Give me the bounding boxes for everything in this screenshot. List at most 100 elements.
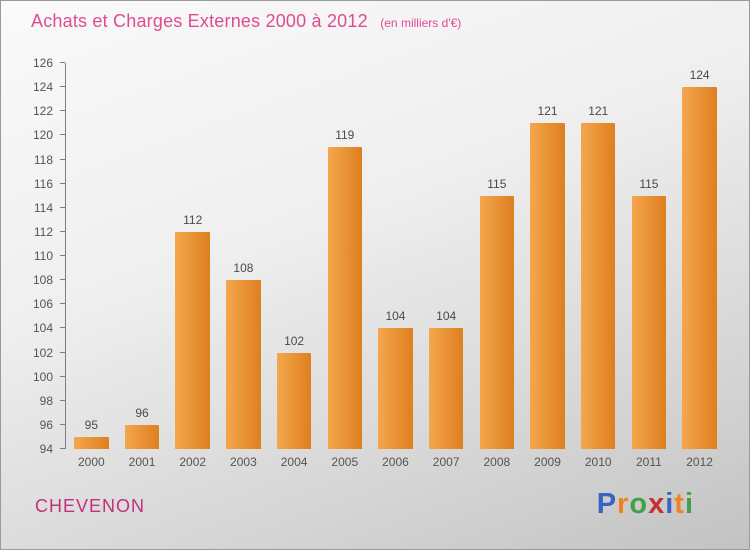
- y-tick-label: 100: [32, 369, 53, 384]
- x-axis-label: 2009: [534, 455, 561, 469]
- y-tick-mark: [60, 134, 65, 136]
- y-tick-label: 102: [32, 345, 53, 360]
- bar-slot: 95 2000: [66, 63, 117, 469]
- bar-value-label: 102: [284, 333, 305, 348]
- x-axis-label: 2010: [584, 455, 612, 469]
- logo-letter: r: [617, 488, 630, 520]
- y-tick-mark: [60, 255, 65, 256]
- y-tick-mark: [60, 279, 65, 281]
- y-tick-label: 126: [32, 56, 53, 70]
- bar-slot: 96 2001: [117, 63, 168, 469]
- x-axis-label: 2012: [686, 455, 713, 469]
- y-tick-mark: [60, 62, 65, 63]
- bar-slot: 102 2004: [269, 63, 320, 469]
- bar: [327, 147, 362, 449]
- bar-value-label: 121: [537, 104, 558, 119]
- y-tick-label: 94: [39, 442, 53, 456]
- y-tick-mark: [60, 230, 65, 232]
- bar-value-label: 108: [233, 261, 254, 276]
- bar: [226, 280, 261, 449]
- y-tick-mark: [60, 86, 65, 88]
- bar-slot: 124 2012: [674, 63, 725, 469]
- y-tick-label: 112: [33, 224, 53, 239]
- company-name: CHEVENON: [35, 496, 146, 516]
- plot-area: 95 2000 96 2001 112 2002 108 2003 102 2004 119 2005…: [65, 63, 725, 469]
- bar-value-label: 95: [84, 417, 99, 432]
- logo-letter: t: [674, 488, 685, 520]
- logo-letter: x: [648, 488, 666, 520]
- x-axis-label: 2006: [382, 455, 409, 469]
- bar-value-label: 119: [335, 128, 355, 143]
- bar: [378, 328, 413, 449]
- bar-value-label: 104: [385, 309, 406, 324]
- logo-letter: P: [596, 488, 618, 520]
- y-tick-label: 122: [32, 104, 53, 119]
- y-tick-label: 118: [33, 152, 53, 167]
- bar-slot: 112 2002: [167, 63, 218, 469]
- bar-slot: 115 2008: [472, 63, 523, 469]
- x-axis-label: 2007: [432, 455, 460, 469]
- bar: [428, 328, 464, 449]
- bar-slot: 121 2010: [573, 63, 624, 469]
- bar: [530, 123, 565, 449]
- x-axis-label: 2008: [483, 455, 511, 469]
- bar-slot: 104 2007: [421, 63, 472, 469]
- bar-value-label: 104: [436, 309, 457, 324]
- bar: [175, 231, 210, 449]
- bar: [682, 87, 717, 449]
- y-tick-label: 116: [33, 176, 53, 191]
- y-tick-label: 114: [33, 200, 53, 215]
- x-axis-label: 2001: [128, 455, 156, 469]
- bar-value-label: 121: [588, 104, 609, 119]
- y-axis: 94 96 98 100 102 104 106 108 110 112 114 116 118 120 1…: [1, 56, 65, 456]
- x-axis-label: 2005: [331, 455, 359, 469]
- y-tick-label: 104: [32, 321, 53, 336]
- bars-container: 95 2000 96 2001 112 2002 108 2003 102 2004 119 2005…: [65, 63, 725, 469]
- bar-slot: 104 2006: [370, 63, 421, 469]
- y-tick-mark: [60, 182, 65, 184]
- x-axis-label: 2002: [179, 455, 207, 469]
- bar: [580, 123, 616, 449]
- x-axis-label: 2011: [636, 455, 662, 469]
- y-tick-label: 110: [33, 249, 53, 263]
- bar-value-label: 112: [183, 212, 203, 227]
- chart-subtitle: (en milliers d'€): [380, 16, 462, 30]
- bar-slot: 119 2005: [319, 63, 370, 469]
- proxiti-logo: Proxiti: [597, 488, 694, 521]
- y-tick-mark: [60, 399, 65, 401]
- bar: [276, 352, 312, 449]
- y-tick-mark: [60, 423, 65, 425]
- y-tick-mark: [60, 110, 65, 112]
- logo-letter: o: [629, 488, 649, 520]
- bar: [631, 195, 667, 449]
- bar-slot: 121 2009: [522, 63, 573, 469]
- bar-slot: 115 2011: [624, 63, 675, 469]
- y-tick-label: 124: [32, 80, 53, 95]
- y-tick-label: 120: [32, 128, 53, 143]
- x-axis-label: 2004: [280, 455, 308, 469]
- bar-value-label: 115: [639, 176, 659, 191]
- y-tick-label: 98: [39, 393, 53, 408]
- x-axis-label: 2003: [230, 455, 257, 469]
- logo-letter: i: [665, 488, 675, 520]
- x-axis-label: 2000: [77, 455, 105, 469]
- y-tick-mark: [60, 327, 65, 329]
- y-tick-label: 106: [32, 297, 53, 312]
- bar: [479, 195, 515, 449]
- y-tick-label: 108: [32, 273, 53, 288]
- bar: [124, 424, 160, 449]
- bar-value-label: 115: [487, 176, 507, 191]
- bar-value-label: 96: [135, 405, 149, 420]
- logo-letter: i: [684, 488, 694, 520]
- y-tick-mark: [60, 206, 65, 208]
- y-tick-mark: [60, 303, 65, 305]
- y-tick-mark: [60, 158, 65, 160]
- y-tick-mark: [60, 448, 65, 449]
- bar-value-label: 124: [689, 68, 710, 83]
- y-tick-mark: [60, 375, 65, 377]
- chart-header: Achats et Charges Externes 2000 à 2012 (…: [31, 11, 461, 32]
- chart-title: Achats et Charges Externes 2000 à 2012: [31, 11, 368, 31]
- bar-slot: 108 2003: [218, 63, 269, 469]
- bar: [74, 436, 109, 449]
